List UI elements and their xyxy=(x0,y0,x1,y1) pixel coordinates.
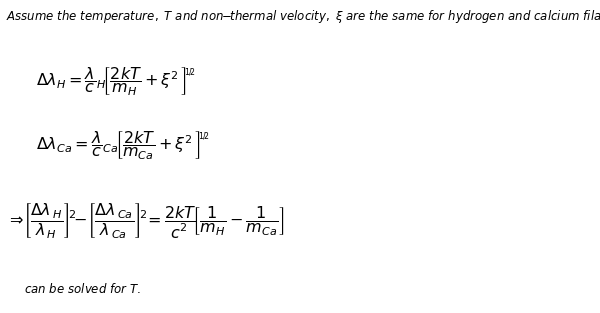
Text: $\Delta\lambda_{H} = \dfrac{\lambda}{c} {}_{H}\!\left[\dfrac{2kT}{m_{H}} + \xi^{: $\Delta\lambda_{H} = \dfrac{\lambda}{c} … xyxy=(36,65,196,98)
Text: $\mathit{can\ be\ solved\ for\ T.}$: $\mathit{can\ be\ solved\ for\ T.}$ xyxy=(24,282,141,296)
Text: $\mathit{Assume\ the\ temperature,\ T\ and\ non\!\!-\!\!thermal\ velocity,\ \xi\: $\mathit{Assume\ the\ temperature,\ T\ a… xyxy=(6,8,600,25)
Text: $\Delta\lambda_{Ca} = \dfrac{\lambda}{c} {}_{Ca}\!\left[\dfrac{2kT}{m_{Ca}} + \x: $\Delta\lambda_{Ca} = \dfrac{\lambda}{c}… xyxy=(36,129,210,162)
Text: $\Rightarrow\!\left[\dfrac{\Delta\lambda_{\,H}}{\lambda_{\,H}}\right]^{\!2}\!\!-: $\Rightarrow\!\left[\dfrac{\Delta\lambda… xyxy=(6,201,285,240)
